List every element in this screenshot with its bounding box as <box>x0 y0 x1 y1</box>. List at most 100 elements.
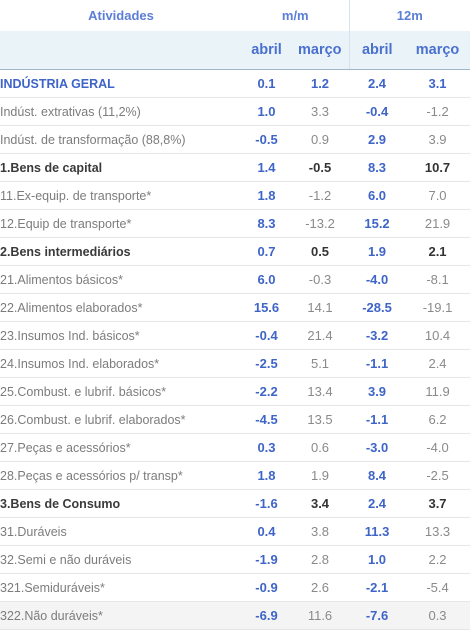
table-row-group: 1.Bens de capital 1.4 -0.5 8.3 10.7 <box>0 153 470 182</box>
mm-abril-value: -2.2 <box>242 377 291 406</box>
row-label: 32.Semi e não duráveis <box>0 545 242 574</box>
mm-marco-value: 0.6 <box>291 433 350 462</box>
a12-marco-value: 3.7 <box>405 489 470 518</box>
a12-abril-value: -0.4 <box>349 97 406 126</box>
mm-abril-value: -1.9 <box>242 545 291 574</box>
header-12m-marco: março <box>405 31 470 70</box>
a12-marco-value: 3.9 <box>405 125 470 154</box>
a12-abril-value: 1.0 <box>349 545 406 574</box>
mm-marco-value: -0.3 <box>291 265 350 294</box>
table-row-group: 3.Bens de Consumo -1.6 3.4 2.4 3.7 <box>0 489 470 518</box>
row-label: 12.Equip de transporte* <box>0 209 242 238</box>
a12-abril-value: -7.6 <box>349 601 406 630</box>
a12-marco-value: 3.1 <box>405 69 470 98</box>
row-label: Indúst. extrativas (11,2%) <box>0 97 242 126</box>
mm-abril-value: 1.4 <box>242 153 291 182</box>
a12-marco-value: -5.4 <box>405 573 470 602</box>
a12-marco-value: -1.2 <box>405 97 470 126</box>
mm-marco-value: 13.5 <box>291 405 350 434</box>
table-row: 31.Duráveis 0.4 3.8 11.3 13.3 <box>0 517 470 546</box>
a12-marco-value: -4.0 <box>405 433 470 462</box>
a12-abril-value: 6.0 <box>349 181 406 210</box>
table-row: Indúst. extrativas (11,2%) 1.0 3.3 -0.4 … <box>0 97 470 126</box>
mm-marco-value: -0.5 <box>291 153 350 182</box>
mm-marco-value: -1.2 <box>291 181 350 210</box>
mm-marco-value: 3.4 <box>291 489 350 518</box>
row-label: 22.Alimentos elaborados* <box>0 293 242 322</box>
row-label: 21.Alimentos básicos* <box>0 265 242 294</box>
table-row: 23.Insumos Ind. básicos* -0.4 21.4 -3.2 … <box>0 321 470 350</box>
header-row-months: abril março abril março <box>0 31 470 70</box>
a12-abril-value: 15.2 <box>349 209 406 238</box>
table-row: 12.Equip de transporte* 8.3 -13.2 15.2 2… <box>0 209 470 238</box>
mm-abril-value: 8.3 <box>242 209 291 238</box>
mm-abril-value: -4.5 <box>242 405 291 434</box>
row-label: 28.Peças e acessórios p/ transp* <box>0 461 242 490</box>
row-label: 23.Insumos Ind. básicos* <box>0 321 242 350</box>
row-label: 11.Ex-equip. de transporte* <box>0 181 242 210</box>
mm-abril-value: -0.5 <box>242 125 291 154</box>
header-mm-abril: abril <box>242 31 291 70</box>
mm-marco-value: 0.5 <box>291 237 350 266</box>
table-row: 21.Alimentos básicos* 6.0 -0.3 -4.0 -8.1 <box>0 265 470 294</box>
row-label: 26.Combust. e lubrif. elaborados* <box>0 405 242 434</box>
mm-abril-value: 0.4 <box>242 517 291 546</box>
a12-abril-value: 2.4 <box>349 489 406 518</box>
mm-abril-value: -0.4 <box>242 321 291 350</box>
a12-marco-value: 0.3 <box>405 601 470 630</box>
mm-marco-value: 11.6 <box>291 601 350 630</box>
a12-marco-value: -19.1 <box>405 293 470 322</box>
table-row: 27.Peças e acessórios* 0.3 0.6 -3.0 -4.0 <box>0 433 470 462</box>
row-label: 2.Bens intermediários <box>0 237 242 266</box>
mm-marco-value: 3.8 <box>291 517 350 546</box>
a12-marco-value: 11.9 <box>405 377 470 406</box>
row-label: Indúst. de transformação (88,8%) <box>0 125 242 154</box>
a12-marco-value: 7.0 <box>405 181 470 210</box>
row-label: 27.Peças e acessórios* <box>0 433 242 462</box>
a12-abril-value: -3.0 <box>349 433 406 462</box>
row-label: 3.Bens de Consumo <box>0 489 242 518</box>
mm-marco-value: 21.4 <box>291 321 350 350</box>
row-label: 1.Bens de capital <box>0 153 242 182</box>
row-label: INDÚSTRIA GERAL <box>0 69 242 98</box>
row-label: 321.Semiduráveis* <box>0 573 242 602</box>
header-mm-marco: março <box>291 31 350 70</box>
mm-marco-value: 5.1 <box>291 349 350 378</box>
a12-abril-value: 8.3 <box>349 153 406 182</box>
a12-abril-value: -1.1 <box>349 349 406 378</box>
mm-abril-value: -2.5 <box>242 349 291 378</box>
a12-abril-value: 11.3 <box>349 517 406 546</box>
mm-abril-value: 15.6 <box>242 293 291 322</box>
mm-abril-value: 1.8 <box>242 461 291 490</box>
a12-marco-value: -2.5 <box>405 461 470 490</box>
table-row: 11.Ex-equip. de transporte* 1.8 -1.2 6.0… <box>0 181 470 210</box>
table-row-total: INDÚSTRIA GERAL 0.1 1.2 2.4 3.1 <box>0 69 470 98</box>
header-group-12m: 12m <box>348 0 470 31</box>
row-label: 322.Não duráveis* <box>0 601 242 630</box>
a12-abril-value: 3.9 <box>349 377 406 406</box>
a12-abril-value: -28.5 <box>349 293 406 322</box>
mm-abril-value: -0.9 <box>242 573 291 602</box>
a12-marco-value: -8.1 <box>405 265 470 294</box>
mm-abril-value: 6.0 <box>242 265 291 294</box>
row-label: 24.Insumos Ind. elaborados* <box>0 349 242 378</box>
a12-abril-value: 1.9 <box>349 237 406 266</box>
a12-abril-value: 2.4 <box>349 69 406 98</box>
row-label: 25.Combust. e lubrif. básicos* <box>0 377 242 406</box>
table-row: 22.Alimentos elaborados* 15.6 14.1 -28.5… <box>0 293 470 322</box>
a12-marco-value: 13.3 <box>405 517 470 546</box>
header-activities: Atividades <box>0 0 242 31</box>
header-group-mm: m/m <box>242 0 350 31</box>
table-row: 321.Semiduráveis* -0.9 2.6 -2.1 -5.4 <box>0 573 470 602</box>
table-row: 28.Peças e acessórios p/ transp* 1.8 1.9… <box>0 461 470 490</box>
a12-marco-value: 2.2 <box>405 545 470 574</box>
mm-marco-value: 3.3 <box>291 97 350 126</box>
table-row: 26.Combust. e lubrif. elaborados* -4.5 1… <box>0 405 470 434</box>
a12-marco-value: 21.9 <box>405 209 470 238</box>
mm-abril-value: 0.3 <box>242 433 291 462</box>
mm-marco-value: 2.8 <box>291 545 350 574</box>
mm-abril-value: 0.7 <box>242 237 291 266</box>
mm-marco-value: 0.9 <box>291 125 350 154</box>
mm-abril-value: 1.0 <box>242 97 291 126</box>
